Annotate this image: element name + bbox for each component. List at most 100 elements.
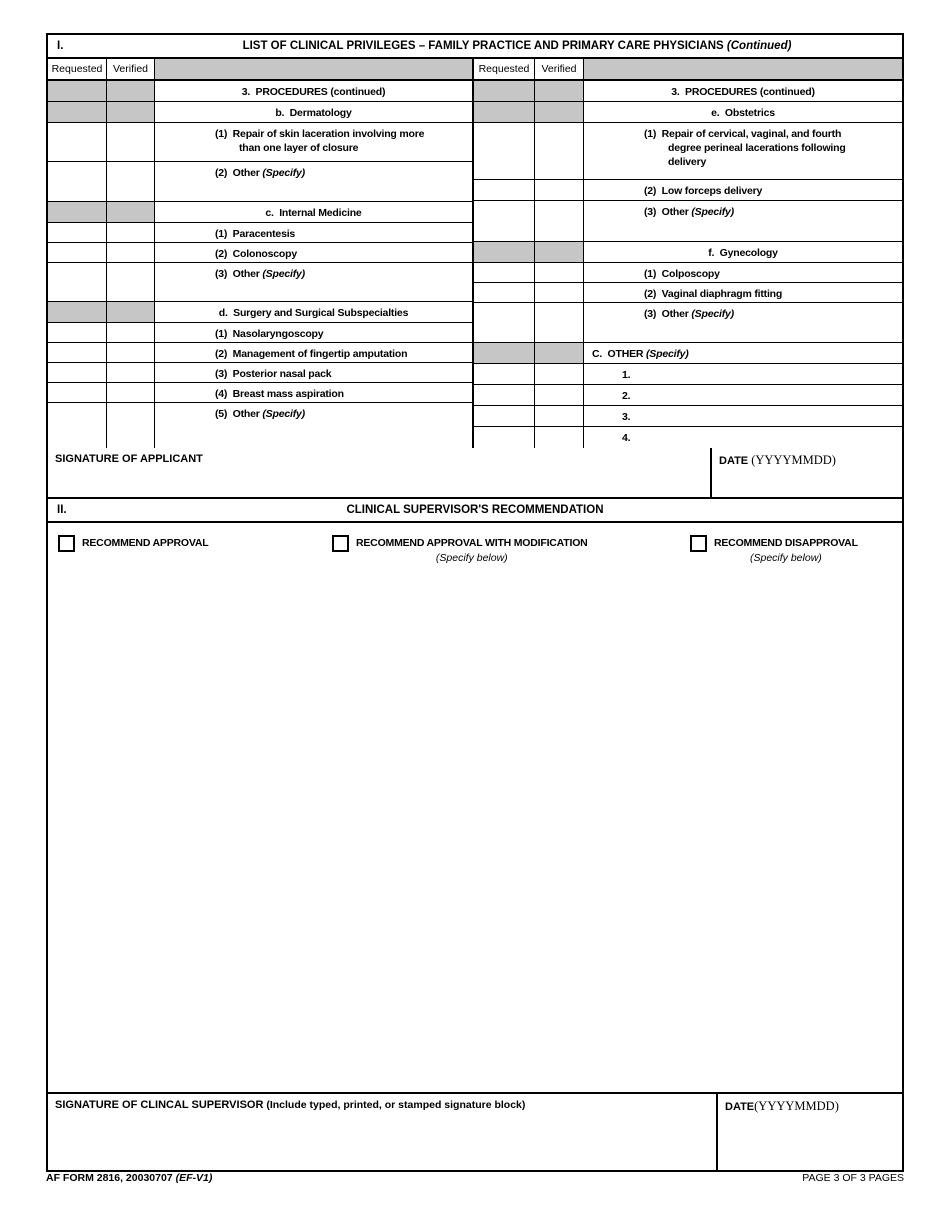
requested-cell[interactable] [48, 323, 107, 342]
recommend-disapproval-checkbox[interactable] [690, 535, 707, 552]
procedure-label-cell: (3) Posterior nasal pack [155, 363, 472, 382]
recommend-approval-checkbox[interactable] [58, 535, 75, 552]
table-row: b. Dermatology [48, 102, 472, 123]
supervisor-signature-row: SIGNATURE OF CLINCAL SUPERVISOR (Include… [48, 1094, 902, 1170]
verified-cell [107, 81, 155, 101]
signature-of-applicant-cell[interactable]: SIGNATURE OF APPLICANT [48, 448, 710, 497]
verified-cell[interactable] [535, 427, 584, 448]
requested-cell[interactable] [474, 406, 535, 426]
verified-cell[interactable] [535, 263, 584, 282]
table-row: (2) Other (Specify) [48, 162, 472, 202]
verified-header: Verified [535, 59, 584, 79]
recommend-approval-with-modification-checkbox[interactable] [332, 535, 349, 552]
verified-cell[interactable] [535, 364, 584, 384]
column-header-left: Requested Verified [48, 59, 472, 81]
specify-note: (Specify) [691, 308, 734, 320]
supervisor-signature-cell[interactable]: SIGNATURE OF CLINCAL SUPERVISOR (Include… [48, 1094, 716, 1170]
requested-cell [48, 102, 107, 122]
form-id: AF FORM 2816, 20030707 (EF-V1) [46, 1172, 213, 1184]
verified-cell[interactable] [107, 223, 155, 242]
requested-cell[interactable] [48, 243, 107, 262]
requested-cell[interactable] [474, 427, 535, 448]
procedure-label-cell: (3) Other (Specify) [155, 263, 472, 301]
requested-cell[interactable] [474, 303, 535, 342]
procedures-table-left: 3. PROCEDURES (continued) b. Dermatology (… [48, 81, 472, 448]
requested-cell [48, 202, 107, 222]
procedure-label: (1) Paracentesis [215, 228, 296, 240]
verified-cell[interactable] [535, 201, 584, 241]
verified-cell[interactable] [535, 303, 584, 342]
requested-cell[interactable] [474, 201, 535, 241]
requested-cell[interactable] [48, 223, 107, 242]
requested-cell[interactable] [48, 403, 107, 448]
supervisor-date-cell[interactable]: DATE(YYYYMMDD) [716, 1094, 902, 1170]
signature-of-applicant-label: SIGNATURE OF APPLICANT [55, 453, 203, 465]
procedure-label-cell: 2. [584, 385, 902, 405]
verified-cell[interactable] [535, 406, 584, 426]
verified-cell[interactable] [535, 123, 584, 179]
requested-cell[interactable] [48, 263, 107, 301]
requested-cell[interactable] [48, 383, 107, 402]
specify-note: (Specify) [646, 348, 689, 360]
table-row: (5) Other (Specify) [48, 403, 472, 448]
section1-number: I. [57, 40, 64, 52]
verified-cell[interactable] [107, 263, 155, 301]
section2-title: CLINICAL SUPERVISOR'S RECOMMENDATION [346, 504, 604, 516]
procedure-label: b. Dermatology [275, 107, 352, 119]
procedures-table-right: 3. PROCEDURES (continued) e. Obstetrics (1… [474, 81, 902, 448]
procedure-label: C. OTHER [592, 348, 644, 360]
verified-cell[interactable] [107, 403, 155, 448]
recommend-approval-label: RECOMMEND APPROVAL [82, 537, 209, 549]
procedure-label: (4) Breast mass aspiration [215, 388, 344, 400]
procedure-label: (3) Other [644, 308, 689, 320]
requested-cell [474, 343, 535, 363]
verified-cell[interactable] [535, 180, 584, 200]
requested-cell[interactable] [474, 364, 535, 384]
requested-cell[interactable] [474, 385, 535, 405]
table-row: d. Surgery and Surgical Subspecialties [48, 302, 472, 323]
verified-cell[interactable] [107, 363, 155, 382]
procedure-label: (3) Other [644, 206, 689, 218]
verified-cell[interactable] [107, 162, 155, 201]
requested-cell[interactable] [474, 263, 535, 282]
procedure-label-cell: (1) Nasolaryngoscopy [155, 323, 472, 342]
verified-cell[interactable] [535, 283, 584, 302]
verified-cell[interactable] [107, 343, 155, 362]
applicant-date-cell[interactable]: DATE (YYYYMMDD) [710, 448, 902, 497]
verified-cell [107, 102, 155, 122]
specify-below-note: (Specify below) [750, 552, 822, 564]
procedure-label: c. Internal Medicine [265, 207, 362, 219]
requested-header: Requested [474, 59, 535, 79]
requested-cell[interactable] [474, 180, 535, 200]
table-row: C. OTHER (Specify) [474, 343, 902, 364]
procedure-label-cell: 3. PROCEDURES (continued) [584, 81, 902, 101]
date-format: (YYYYMMDD) [751, 453, 836, 467]
verified-cell[interactable] [107, 383, 155, 402]
procedure-label: e. Obstetrics [711, 107, 775, 119]
procedure-label-cell: (3) Other (Specify) [584, 201, 902, 241]
recommendation-area[interactable]: RECOMMEND APPROVAL RECOMMEND APPROVAL WIT… [48, 523, 902, 1094]
procedure-label: (2) Low forceps delivery [644, 185, 763, 197]
recommend-disapproval-label: RECOMMEND DISAPPROVAL [714, 537, 858, 549]
requested-cell[interactable] [48, 162, 107, 201]
procedure-label-cell: (1) Repair of cervical, vaginal, and fou… [584, 123, 902, 179]
section1-title-continued: (Continued) [726, 40, 792, 52]
verified-cell[interactable] [107, 243, 155, 262]
requested-cell[interactable] [48, 123, 107, 161]
requested-cell[interactable] [474, 123, 535, 179]
section1-title: LIST OF CLINICAL PRIVILEGES – FAMILY PRA… [242, 40, 792, 52]
procedure-label: (3) Other [215, 268, 260, 280]
column-header-filler [155, 59, 472, 79]
table-row: (1) Colposcopy [474, 263, 902, 283]
requested-cell [48, 81, 107, 101]
requested-cell[interactable] [48, 343, 107, 362]
requested-cell[interactable] [48, 363, 107, 382]
verified-cell[interactable] [107, 123, 155, 161]
verified-cell[interactable] [535, 385, 584, 405]
section2-header-row: II. CLINICAL SUPERVISOR'S RECOMMENDATION [48, 499, 902, 523]
procedure-label-cell: (2) Low forceps delivery [584, 180, 902, 200]
verified-cell[interactable] [107, 323, 155, 342]
table-row: 3. [474, 406, 902, 427]
requested-cell[interactable] [474, 283, 535, 302]
table-row: (3) Other (Specify) [474, 201, 902, 242]
